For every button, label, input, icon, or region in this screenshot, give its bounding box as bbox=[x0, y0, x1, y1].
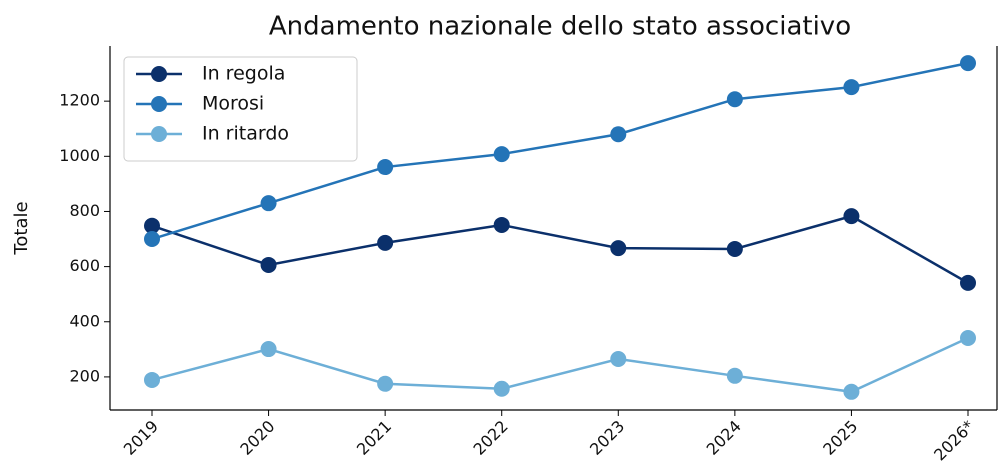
data-point bbox=[726, 240, 743, 257]
data-point bbox=[377, 159, 394, 176]
legend-marker bbox=[151, 96, 167, 112]
x-tick-label: 2024 bbox=[703, 417, 745, 459]
y-tick-label: 1200 bbox=[59, 91, 100, 110]
data-point bbox=[260, 195, 277, 212]
x-tick-label: 2026* bbox=[930, 417, 978, 465]
data-point bbox=[260, 256, 277, 273]
x-tick-label: 2023 bbox=[586, 417, 628, 459]
legend-label: Morosi bbox=[202, 93, 264, 115]
legend-marker bbox=[151, 66, 167, 82]
data-point bbox=[260, 341, 277, 358]
data-point bbox=[960, 330, 976, 347]
data-point bbox=[843, 79, 860, 96]
data-point bbox=[843, 383, 860, 400]
y-tick-label: 1000 bbox=[59, 146, 100, 165]
x-tick-label: 2020 bbox=[236, 417, 278, 459]
series-line bbox=[151, 214, 969, 284]
legend-marker bbox=[151, 126, 167, 142]
x-tick-label: 2025 bbox=[819, 417, 861, 459]
data-point bbox=[493, 146, 510, 163]
series-line bbox=[151, 61, 969, 241]
data-point bbox=[493, 216, 510, 233]
data-point bbox=[960, 55, 976, 72]
y-axis-label: Totale bbox=[11, 201, 32, 255]
data-point bbox=[726, 367, 743, 384]
data-point bbox=[610, 240, 627, 257]
data-point bbox=[610, 350, 627, 367]
data-point bbox=[493, 380, 510, 397]
series-line bbox=[151, 336, 969, 394]
legend-box bbox=[123, 56, 358, 162]
data-point bbox=[144, 231, 160, 248]
data-point bbox=[377, 375, 394, 392]
y-tick-label: 800 bbox=[69, 201, 100, 220]
y-tick-label: 400 bbox=[69, 311, 100, 330]
x-tick-label: 2019 bbox=[120, 417, 162, 459]
data-point bbox=[960, 274, 976, 291]
chart-title: Andamento nazionale dello stato associat… bbox=[269, 12, 851, 42]
y-tick-label: 200 bbox=[69, 366, 100, 385]
x-tick-label: 2022 bbox=[469, 417, 511, 459]
data-point bbox=[144, 217, 160, 234]
y-tick-label: 600 bbox=[69, 256, 100, 275]
legend-label: In regola bbox=[202, 63, 285, 85]
data-point bbox=[843, 208, 860, 225]
x-tick-label: 2021 bbox=[353, 417, 395, 459]
data-point bbox=[610, 126, 627, 143]
data-point bbox=[377, 234, 394, 251]
data-point bbox=[144, 371, 160, 388]
data-point bbox=[726, 91, 743, 108]
legend-label: In ritardo bbox=[202, 123, 289, 145]
